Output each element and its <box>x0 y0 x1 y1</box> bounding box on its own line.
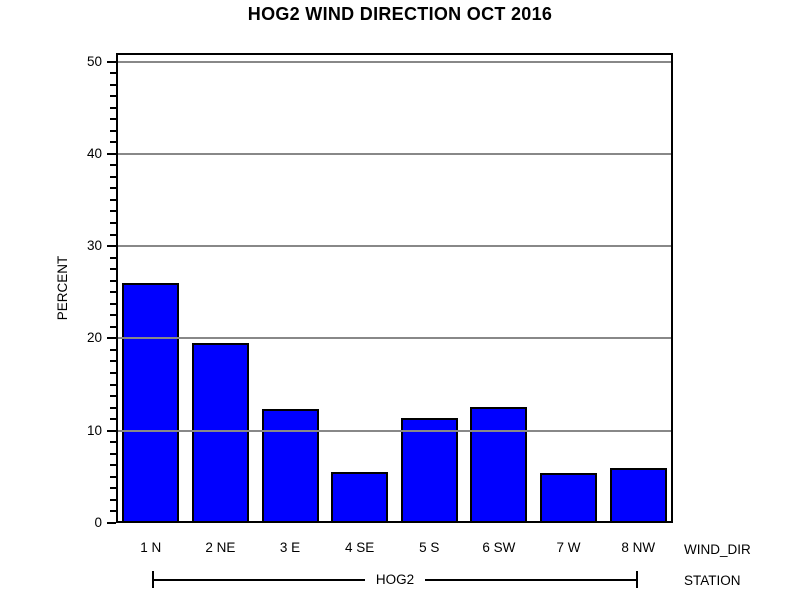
y-axis-minor-tick <box>110 268 116 271</box>
y-axis-minor-tick <box>110 348 116 351</box>
y-axis-minor-tick <box>110 164 116 167</box>
y-axis-minor-tick <box>110 187 116 190</box>
y-axis-minor-tick <box>110 418 116 421</box>
y-axis-minor-tick <box>110 498 116 501</box>
y-axis-major-tick <box>107 60 116 63</box>
y-axis-major-tick <box>107 337 116 340</box>
y-axis-minor-tick <box>110 233 116 236</box>
bar <box>470 406 528 523</box>
bar <box>540 473 598 523</box>
y-axis-minor-tick <box>110 222 116 225</box>
y-axis-minor-tick <box>110 72 116 75</box>
x-tick-label: 5 S <box>419 540 440 555</box>
y-axis-minor-tick <box>110 106 116 109</box>
y-axis-minor-tick <box>110 360 116 363</box>
y-axis-minor-tick <box>110 141 116 144</box>
y-tick-label: 10 <box>86 422 102 438</box>
group-bracket: HOG2 <box>152 571 639 588</box>
y-axis-major-tick <box>107 152 116 155</box>
y-axis-minor-tick <box>110 302 116 305</box>
bar <box>191 343 249 523</box>
x-tick-label: 1 N <box>140 540 162 555</box>
y-axis-minor-tick <box>110 291 116 294</box>
y-axis-label: PERCENT <box>55 255 70 321</box>
bracket-line-left <box>154 578 365 581</box>
chart-title: HOG2 WIND DIRECTION OCT 2016 <box>247 4 553 24</box>
bar <box>609 467 667 523</box>
y-axis-minor-tick <box>110 383 116 386</box>
group-label: HOG2 <box>375 572 415 587</box>
bar <box>122 283 180 523</box>
y-axis-minor-tick <box>110 452 116 455</box>
y-axis-major-tick <box>107 429 116 432</box>
bar <box>331 472 389 523</box>
x-tick-label: 6 SW <box>482 540 516 555</box>
y-axis-minor-tick <box>110 210 116 213</box>
y-axis-minor-tick <box>110 175 116 178</box>
y-tick-label: 50 <box>86 53 102 69</box>
y-axis-minor-tick <box>110 83 116 86</box>
y-axis-minor-tick <box>110 325 116 328</box>
bracket-right-tick <box>636 571 639 588</box>
y-tick-label: 20 <box>86 330 102 346</box>
y-axis-minor-tick <box>110 510 116 513</box>
y-tick-label: 40 <box>86 145 102 161</box>
gridline <box>116 60 673 63</box>
bar <box>400 417 458 523</box>
y-axis-minor-tick <box>110 395 116 398</box>
bar <box>261 408 319 523</box>
y-axis-minor-tick <box>110 406 116 409</box>
y-axis-minor-tick <box>110 372 116 374</box>
y-axis-minor-tick <box>110 129 116 132</box>
group-axis-label: STATION <box>684 573 741 588</box>
y-axis-minor-tick <box>110 464 116 467</box>
y-axis-minor-tick <box>110 487 116 490</box>
y-axis-minor-tick <box>110 95 116 98</box>
y-tick-label: 0 <box>94 515 102 530</box>
gridline <box>116 337 673 340</box>
y-axis-minor-tick <box>110 475 116 478</box>
gridline <box>116 429 673 432</box>
y-axis-minor-tick <box>110 198 116 201</box>
y-axis-minor-tick <box>110 314 116 317</box>
y-axis-major-tick <box>107 245 116 248</box>
x-tick-label: 4 SE <box>345 540 375 555</box>
x-tick-label: 7 W <box>556 540 581 555</box>
bracket-left-tick <box>152 571 154 588</box>
y-axis-minor-tick <box>110 118 116 121</box>
gridline <box>116 245 673 248</box>
y-tick-label: 30 <box>86 238 102 254</box>
gridline <box>116 152 673 155</box>
x-axis-label: WIND_DIR <box>684 542 751 557</box>
x-tick-label: 3 E <box>279 540 301 555</box>
x-tick-label: 8 NW <box>621 540 656 555</box>
x-tick-label: 2 NE <box>205 540 236 555</box>
bracket-line-right <box>425 578 637 581</box>
y-axis-minor-tick <box>110 279 116 282</box>
y-axis-minor-tick <box>110 441 116 444</box>
y-axis-major-tick <box>107 522 116 524</box>
y-axis-minor-tick <box>110 256 116 259</box>
